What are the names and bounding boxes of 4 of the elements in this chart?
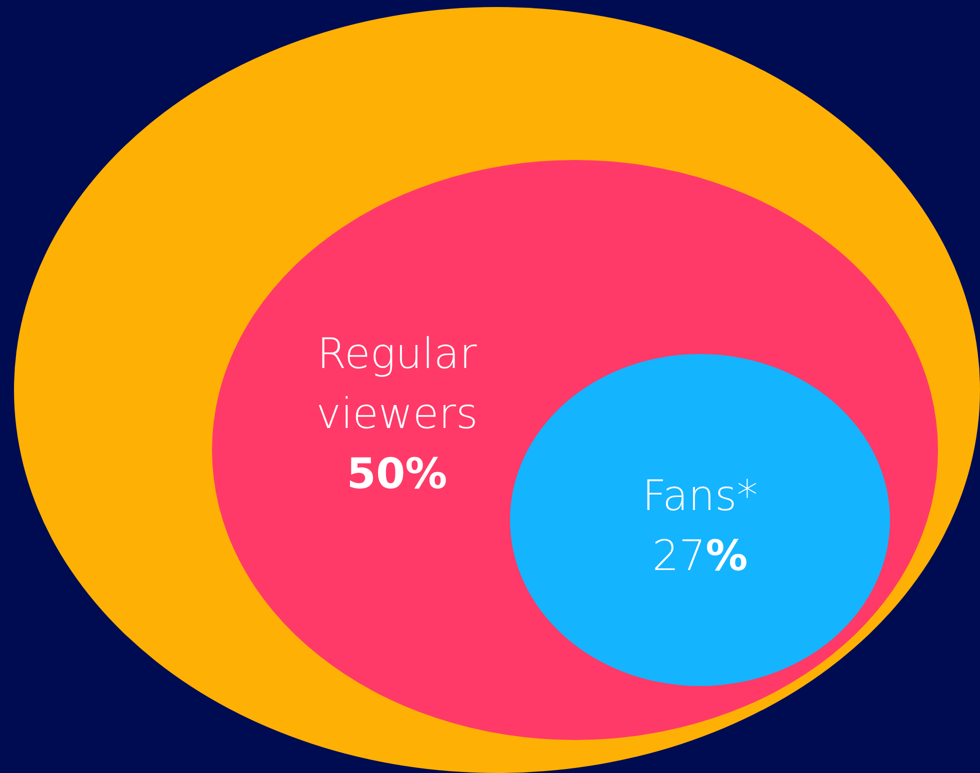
category-label: Regular viewers xyxy=(316,329,478,438)
category-label: Fans* xyxy=(642,471,758,520)
data-label: 50% xyxy=(346,449,448,498)
data-label: 27% xyxy=(652,531,748,580)
